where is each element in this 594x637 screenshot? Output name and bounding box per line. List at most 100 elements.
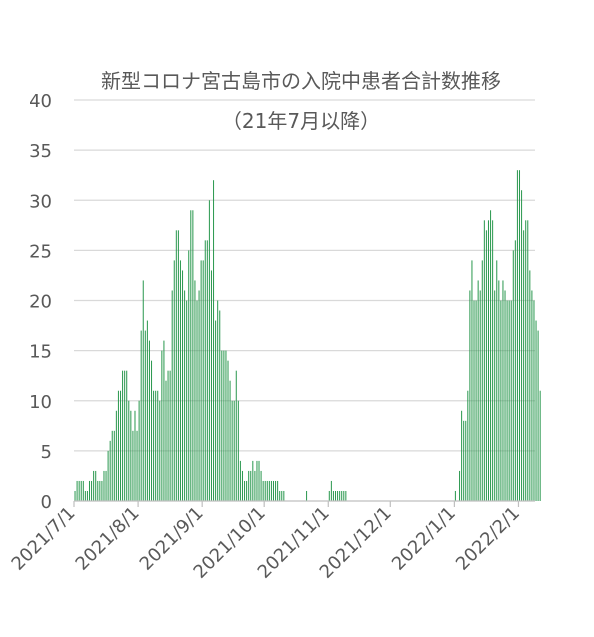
- bar: [250, 470, 252, 501]
- x-tick-label: 2021/7/1: [8, 503, 80, 575]
- bar: [190, 210, 192, 501]
- bar: [194, 280, 196, 501]
- bar: [239, 460, 241, 501]
- bar: [504, 290, 506, 501]
- bar: [527, 220, 529, 502]
- bar: [101, 480, 103, 501]
- bar: [151, 360, 153, 501]
- bar: [84, 490, 86, 501]
- bar: [508, 300, 510, 501]
- bar: [107, 450, 109, 502]
- bar: [198, 290, 200, 501]
- y-axis-labels: 0 5 10 15 20 25 30 35 40: [29, 91, 52, 513]
- bar: [244, 480, 246, 501]
- bar: [93, 470, 95, 501]
- bar: [485, 230, 487, 501]
- bar: [159, 400, 161, 501]
- bar: [103, 470, 105, 501]
- bar: [490, 210, 492, 501]
- bar: [157, 390, 159, 501]
- bar: [78, 480, 80, 501]
- bar: [521, 190, 523, 501]
- bar: [533, 300, 535, 501]
- bar: [514, 240, 516, 501]
- y-tick-label: 30: [29, 191, 52, 212]
- bar: [246, 480, 248, 501]
- bar: [99, 480, 101, 501]
- bar: [334, 490, 337, 501]
- bar: [115, 410, 117, 501]
- bar: [188, 250, 190, 502]
- bars: [74, 170, 541, 502]
- bar: [86, 490, 88, 501]
- bar: [281, 490, 283, 501]
- bar: [539, 390, 541, 501]
- chart-title: 新型コロナ宮古島市の入院中患者合計数推移: [101, 69, 501, 93]
- bar: [529, 270, 531, 501]
- bar: [469, 290, 471, 501]
- bar: [109, 440, 111, 501]
- bar: [120, 390, 122, 501]
- bar: [471, 260, 473, 501]
- bar: [510, 300, 512, 501]
- bar: [192, 210, 194, 501]
- bar: [535, 320, 537, 501]
- bar: [506, 300, 508, 501]
- bar: [498, 280, 500, 501]
- bar: [229, 380, 231, 501]
- bar: [221, 350, 223, 502]
- bar: [260, 470, 262, 501]
- bar: [217, 300, 219, 501]
- bar: [161, 350, 163, 502]
- bar: [213, 180, 215, 501]
- bar: [225, 350, 227, 502]
- bar: [113, 430, 115, 501]
- bar: [339, 490, 341, 501]
- bar: [182, 270, 184, 501]
- bar: [343, 490, 345, 501]
- bar: [345, 490, 347, 501]
- bar: [177, 230, 179, 501]
- bar: [97, 480, 99, 501]
- bar: [231, 400, 233, 501]
- bar: [277, 480, 279, 501]
- y-tick-label: 5: [41, 442, 52, 463]
- bar: [130, 410, 132, 501]
- bar: [186, 300, 188, 501]
- bar: [467, 390, 469, 501]
- bar: [496, 260, 498, 501]
- bar: [206, 240, 208, 501]
- bar: [492, 220, 494, 502]
- bar: [88, 480, 91, 501]
- bar: [306, 490, 308, 501]
- bar: [254, 470, 256, 501]
- bar: [126, 370, 128, 501]
- y-tick-label: 0: [41, 492, 52, 513]
- bar: [196, 300, 198, 501]
- bar: [138, 400, 140, 501]
- bar: [266, 480, 268, 501]
- bar: [332, 490, 334, 501]
- bar: [132, 430, 134, 501]
- x-tick-label: 2022/2/1: [452, 503, 524, 575]
- bar: [483, 220, 485, 502]
- bar: [330, 480, 332, 501]
- bar: [537, 330, 539, 501]
- bar: [142, 280, 144, 501]
- bar: [500, 300, 502, 501]
- bar: [487, 220, 489, 502]
- bar: [461, 410, 463, 501]
- bar: [459, 470, 461, 501]
- bar: [155, 390, 157, 501]
- bar: [173, 260, 175, 501]
- bar: [184, 290, 186, 501]
- y-tick-label: 10: [29, 392, 52, 413]
- bar: [337, 490, 339, 501]
- bar: [210, 270, 212, 501]
- bar: [80, 480, 82, 501]
- bar: [111, 430, 113, 501]
- bar: [518, 170, 521, 501]
- bar: [235, 370, 237, 501]
- y-tick-label: 25: [29, 241, 52, 262]
